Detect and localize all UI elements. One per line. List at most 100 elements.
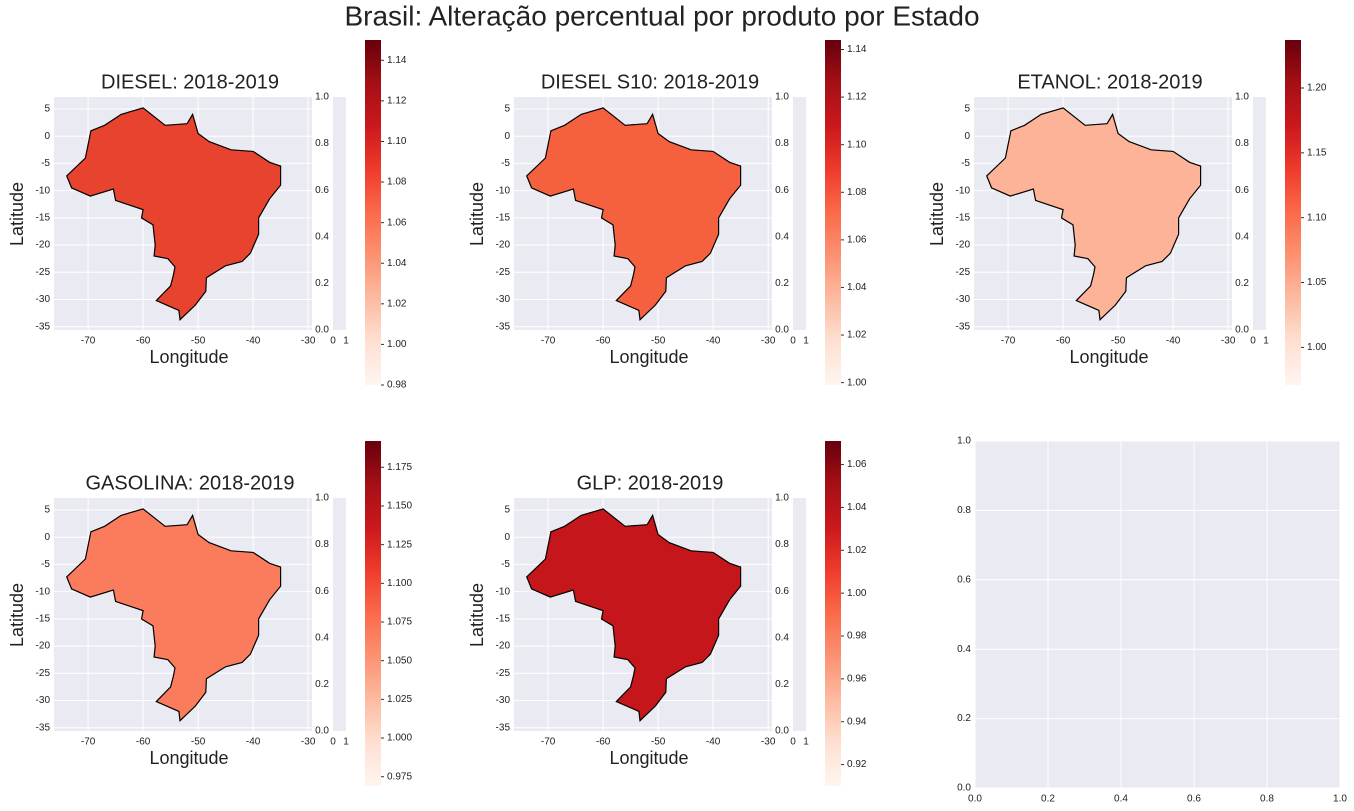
map-title: ETANOL: 2018-2019 <box>1017 71 1202 93</box>
y-tick-label: -10 <box>496 586 511 597</box>
y-tick-label: 0.6 <box>957 574 971 585</box>
y-tick-label: 0.2 <box>775 679 789 690</box>
x-tick-label: 1 <box>1263 336 1269 347</box>
colorbar-tick-label: 1.00 <box>847 588 867 599</box>
x-tick-label: 0.6 <box>1187 794 1201 805</box>
y-tick-label: -15 <box>956 212 971 223</box>
map-title: DIESEL: 2018-2019 <box>101 71 279 93</box>
colorbar-tick-label: 1.175 <box>387 462 412 473</box>
y-axis-label: Latitude <box>927 182 947 246</box>
x-tick-label: -70 <box>81 336 96 347</box>
colorbar-tick-label: 0.96 <box>847 673 867 684</box>
y-tick-label: -30 <box>36 294 51 305</box>
y-axis-label: Latitude <box>467 583 487 647</box>
y-tick-label: 1.0 <box>315 92 329 103</box>
x-tick-label: 1 <box>343 737 349 748</box>
x-tick-label: 0 <box>330 737 336 748</box>
y-tick-label: 0.8 <box>1235 138 1249 149</box>
y-tick-label: -35 <box>496 722 511 733</box>
map-title: GASOLINA: 2018-2019 <box>85 472 294 494</box>
colorbar-tick-label: 1.06 <box>847 459 867 470</box>
figure-title: Brasil: Alteração percentual por produto… <box>344 0 979 31</box>
colorbar-tick-label: 1.14 <box>387 55 407 66</box>
y-tick-label: 0.0 <box>1235 325 1249 336</box>
colorbar-tick-label: 1.150 <box>387 501 412 512</box>
axes-background <box>793 498 806 731</box>
x-tick-label: -70 <box>1001 336 1016 347</box>
y-tick-label: -35 <box>36 321 51 332</box>
y-tick-label: -5 <box>41 158 50 169</box>
y-tick-label: 0.4 <box>957 644 971 655</box>
y-tick-label: -20 <box>956 240 971 251</box>
axes-background <box>333 498 346 731</box>
x-tick-label: -40 <box>246 737 261 748</box>
y-tick-label: -5 <box>501 559 510 570</box>
y-tick-label: 0.8 <box>957 505 971 516</box>
y-tick-label: -35 <box>36 722 51 733</box>
colorbar-tick-label: 1.04 <box>847 282 867 293</box>
y-tick-label: -25 <box>956 267 971 278</box>
y-tick-label: 0.0 <box>775 726 789 737</box>
x-tick-label: -60 <box>596 336 611 347</box>
country-shape <box>525 107 742 321</box>
y-tick-label: 0 <box>44 131 50 142</box>
x-axis-label: Longitude <box>609 347 688 367</box>
y-tick-label: 1.0 <box>775 92 789 103</box>
y-tick-label: 0.6 <box>1235 185 1249 196</box>
colorbar-tick-label: 1.075 <box>387 617 412 628</box>
y-tick-label: 1.0 <box>775 493 789 504</box>
y-tick-label: -30 <box>496 695 511 706</box>
colorbar-tick-label: 1.12 <box>387 96 407 107</box>
colorbar-tick-label: 1.00 <box>847 377 867 388</box>
axes-background <box>793 97 806 330</box>
x-tick-label: -50 <box>651 737 666 748</box>
colorbar-tick-label: 1.08 <box>387 177 407 188</box>
y-tick-label: -15 <box>496 212 511 223</box>
y-tick-label: 0.8 <box>315 138 329 149</box>
axes-background <box>333 97 346 330</box>
colorbar-tick-label: 1.10 <box>387 136 407 147</box>
x-tick-label: -50 <box>1111 336 1126 347</box>
x-tick-label: -70 <box>541 336 556 347</box>
y-tick-label: -20 <box>36 240 51 251</box>
x-tick-label: 1 <box>803 737 809 748</box>
y-tick-label: 0 <box>964 131 970 142</box>
x-axis-label: Longitude <box>149 748 228 768</box>
y-tick-label: -15 <box>36 613 51 624</box>
colorbar-tick-label: 1.05 <box>1307 277 1327 288</box>
x-axis-label: Longitude <box>609 748 688 768</box>
y-axis-label: Latitude <box>7 583 27 647</box>
y-tick-label: 5 <box>504 505 510 516</box>
x-tick-label: -60 <box>136 737 151 748</box>
y-tick-label: -15 <box>496 613 511 624</box>
y-tick-label: -10 <box>496 185 511 196</box>
y-tick-label: -15 <box>36 212 51 223</box>
colorbar-tick-label: 1.050 <box>387 655 412 666</box>
y-tick-label: 0 <box>504 131 510 142</box>
y-tick-label: 0.4 <box>775 632 789 643</box>
colorbar-tick-label: 1.04 <box>847 502 867 513</box>
y-tick-label: 0.2 <box>315 679 329 690</box>
axes-background <box>975 441 1340 788</box>
map-title: GLP: 2018-2019 <box>577 472 724 494</box>
x-tick-label: -60 <box>1056 336 1071 347</box>
x-tick-label: -40 <box>706 336 721 347</box>
y-tick-label: -30 <box>496 294 511 305</box>
colorbar-tick-label: 1.06 <box>847 235 867 246</box>
x-tick-label: -30 <box>301 737 316 748</box>
x-tick-label: -40 <box>246 336 261 347</box>
y-tick-label: 0.8 <box>775 138 789 149</box>
y-tick-label: 1.0 <box>957 436 971 447</box>
y-tick-label: 0.2 <box>957 713 971 724</box>
x-tick-label: -60 <box>136 336 151 347</box>
map-title: DIESEL S10: 2018-2019 <box>541 71 759 93</box>
x-tick-label: 0.0 <box>968 794 982 805</box>
y-tick-label: -25 <box>496 668 511 679</box>
y-tick-label: -25 <box>36 668 51 679</box>
x-tick-label: 1.0 <box>1333 794 1347 805</box>
y-tick-label: -5 <box>961 158 970 169</box>
x-tick-label: 0 <box>790 336 796 347</box>
y-tick-label: 0.0 <box>315 726 329 737</box>
y-tick-label: -20 <box>36 641 51 652</box>
